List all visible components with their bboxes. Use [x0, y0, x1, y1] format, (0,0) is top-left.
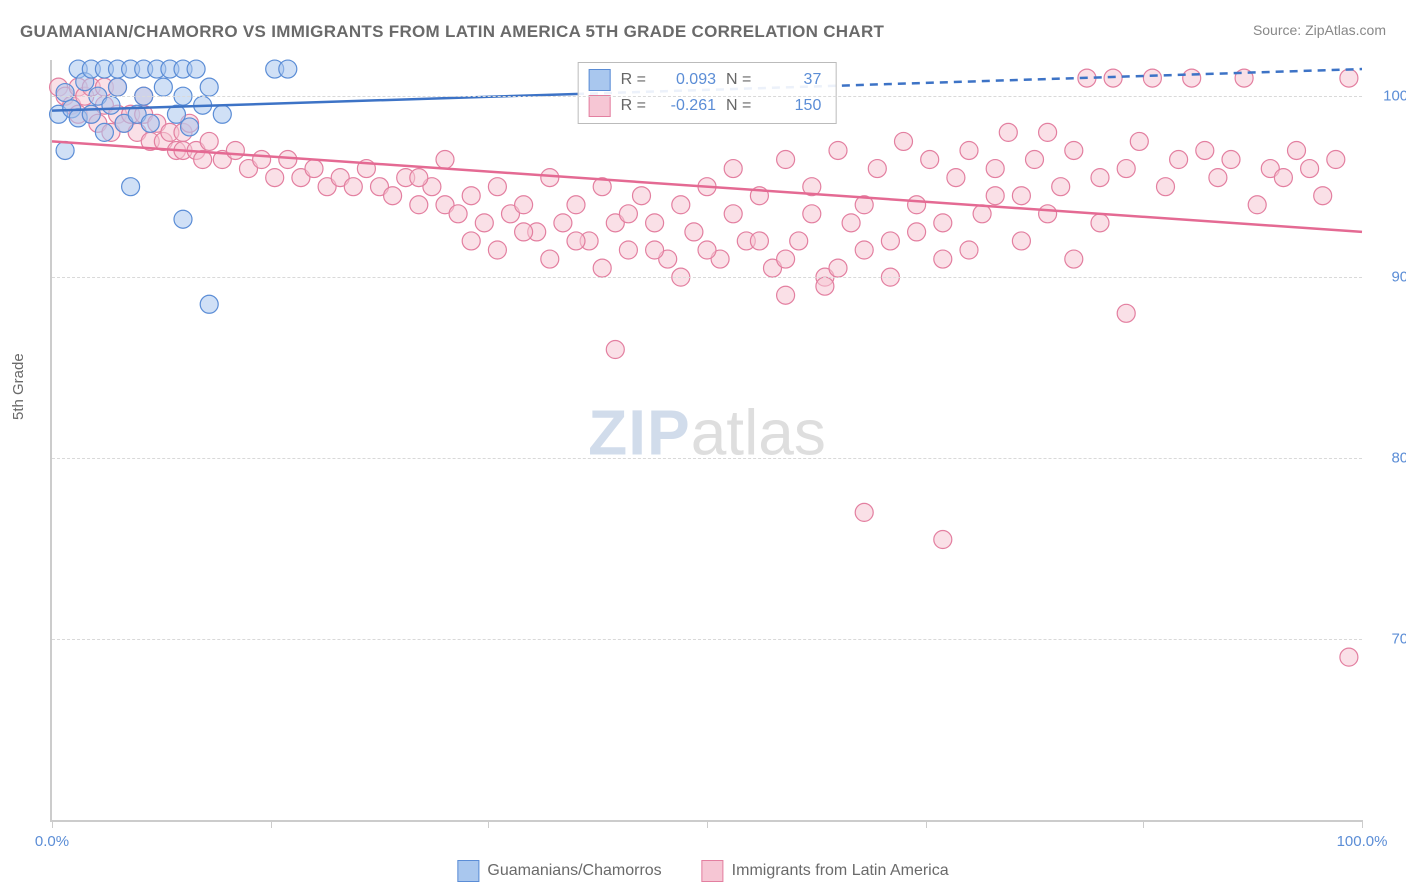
x-tick-label: 100.0%	[1337, 833, 1388, 850]
bottom-legend: Guamanians/Chamorros Immigrants from Lat…	[457, 860, 948, 882]
y-axis-label: 5th Grade	[10, 353, 27, 420]
y-tick-label: 70.0%	[1391, 631, 1406, 648]
stats-legend-box: R = 0.093 N = 37 R = -0.261 N = 150	[578, 62, 837, 124]
chart-title: GUAMANIAN/CHAMORRO VS IMMIGRANTS FROM LA…	[20, 22, 884, 42]
source-attribution: Source: ZipAtlas.com	[1253, 22, 1386, 38]
x-tick-label: 0.0%	[35, 833, 69, 850]
legend-item-series2: Immigrants from Latin America	[702, 860, 949, 882]
plot-area: ZIPatlas R = 0.093 N = 37 R = -0.261 N =…	[50, 60, 1362, 822]
swatch-series2-icon	[702, 860, 724, 882]
chart-svg	[52, 60, 1362, 820]
swatch-series1	[589, 69, 611, 91]
stats-row-series1: R = 0.093 N = 37	[589, 67, 822, 93]
legend-item-series1: Guamanians/Chamorros	[457, 860, 661, 882]
y-tick-label: 90.0%	[1391, 269, 1406, 286]
y-tick-label: 80.0%	[1391, 450, 1406, 467]
swatch-series2	[589, 95, 611, 117]
y-tick-label: 100.0%	[1383, 88, 1406, 105]
swatch-series1-icon	[457, 860, 479, 882]
